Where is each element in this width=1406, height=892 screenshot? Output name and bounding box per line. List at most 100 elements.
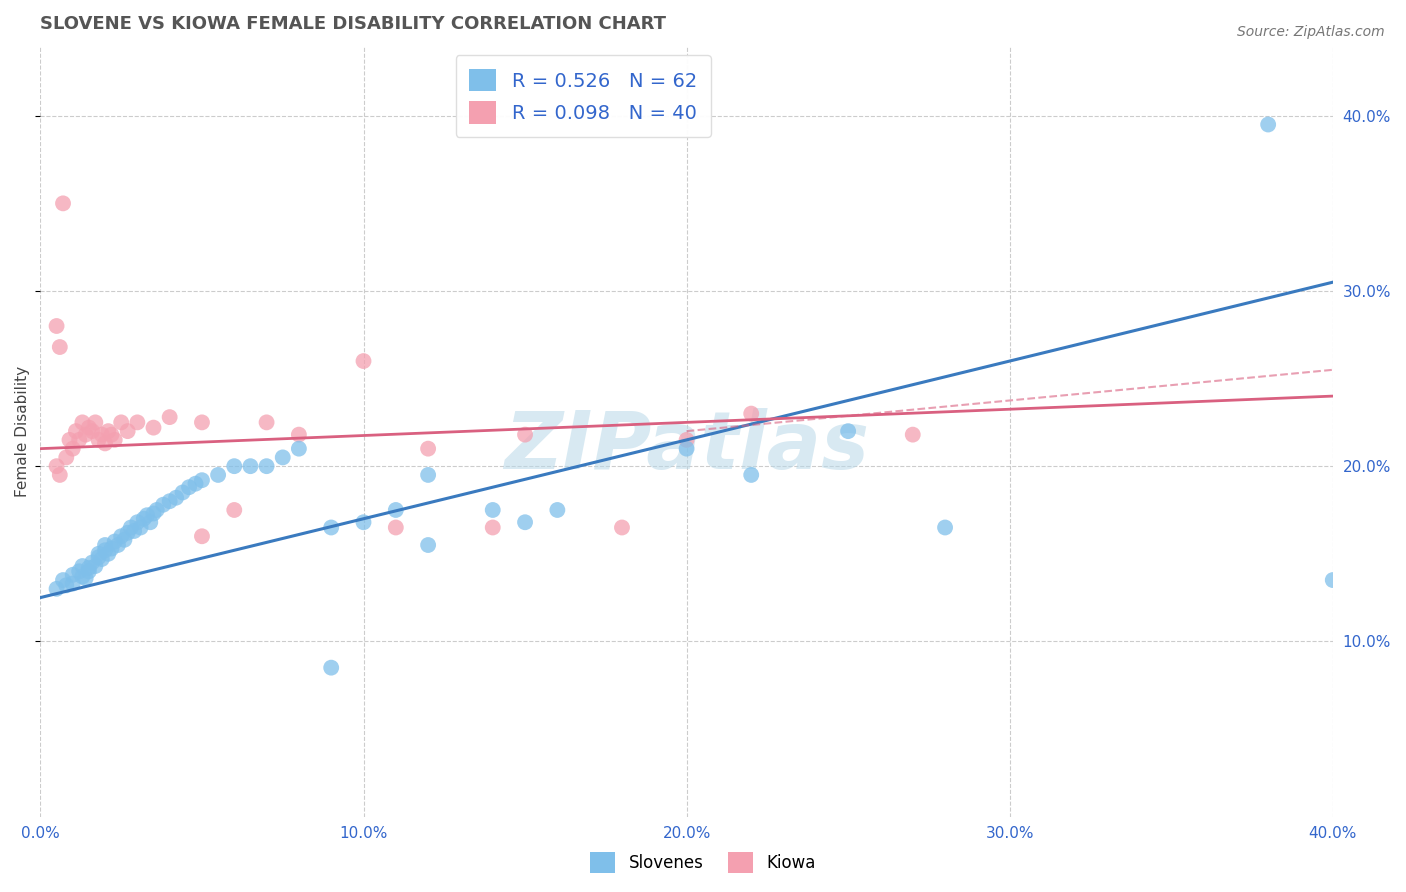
Point [52,573,75,587]
Point [77,420,100,434]
Point [239,459,262,474]
Point [45,459,67,474]
Point [321,520,343,534]
Point [132,512,155,526]
Point [62,576,84,591]
Point [117,424,139,438]
Point [127,515,149,529]
Point [112,533,135,547]
Legend: R = 0.526   N = 62, R = 0.098   N = 40: R = 0.526 N = 62, R = 0.098 N = 40 [456,55,711,137]
Point [87,550,110,565]
Point [159,494,181,508]
Point [142,507,165,521]
Text: ZIPatlas: ZIPatlas [505,408,869,485]
Point [49,340,72,354]
Point [224,503,246,517]
Point [55,450,77,465]
Point [837,424,859,438]
Point [104,534,127,549]
Point [288,427,311,442]
Point [67,433,90,447]
Point [90,552,112,566]
Point [546,503,568,517]
Point [97,424,120,438]
Point [740,407,762,421]
Point [67,564,90,578]
Point [94,543,117,558]
Point [675,433,697,447]
Point [100,541,122,556]
Point [75,427,97,442]
Point [353,354,375,368]
Point [191,416,214,430]
Point [385,520,408,534]
Point [84,559,107,574]
Point [72,569,94,583]
Point [481,520,503,534]
Point [191,473,214,487]
Point [513,427,536,442]
Point [107,538,129,552]
Text: SLOVENE VS KIOWA FEMALE DISABILITY CORRELATION CHART: SLOVENE VS KIOWA FEMALE DISABILITY CORRE… [41,15,666,33]
Point [224,459,246,474]
Point [52,196,75,211]
Point [87,433,110,447]
Point [62,442,84,456]
Point [120,520,142,534]
Point [97,547,120,561]
Point [104,433,127,447]
Point [416,538,439,552]
Point [75,571,97,585]
Point [82,424,104,438]
Point [416,467,439,482]
Point [55,578,77,592]
Point [256,459,278,474]
Point [207,467,229,482]
Point [675,442,697,456]
Point [513,515,536,529]
Point [288,442,311,456]
Point [72,559,94,574]
Point [172,485,194,500]
Point [129,520,152,534]
Point [90,427,112,442]
Point [353,515,375,529]
Point [77,564,100,578]
Point [481,503,503,517]
Point [165,491,187,505]
Point [934,520,956,534]
Point [184,476,207,491]
Point [84,416,107,430]
Legend: Slovenes, Kiowa: Slovenes, Kiowa [583,846,823,880]
Point [82,556,104,570]
Point [62,567,84,582]
Point [110,416,132,430]
Point [94,436,117,450]
Point [177,480,200,494]
Point [72,416,94,430]
Point [1257,118,1279,132]
Text: Source: ZipAtlas.com: Source: ZipAtlas.com [1237,25,1385,39]
Point [256,416,278,430]
Point [122,524,145,538]
Point [139,515,162,529]
Point [136,508,159,523]
Point [49,467,72,482]
Point [145,503,167,517]
Point [385,503,408,517]
Point [45,582,67,596]
Point [77,561,100,575]
Point [191,529,214,543]
Point [127,416,149,430]
Point [416,442,439,456]
Y-axis label: Female Disability: Female Disability [15,366,30,497]
Point [65,424,87,438]
Point [901,427,924,442]
Point [321,661,343,675]
Point [1322,573,1344,587]
Point [159,410,181,425]
Point [100,427,122,442]
Point [45,318,67,333]
Point [117,525,139,540]
Point [87,547,110,561]
